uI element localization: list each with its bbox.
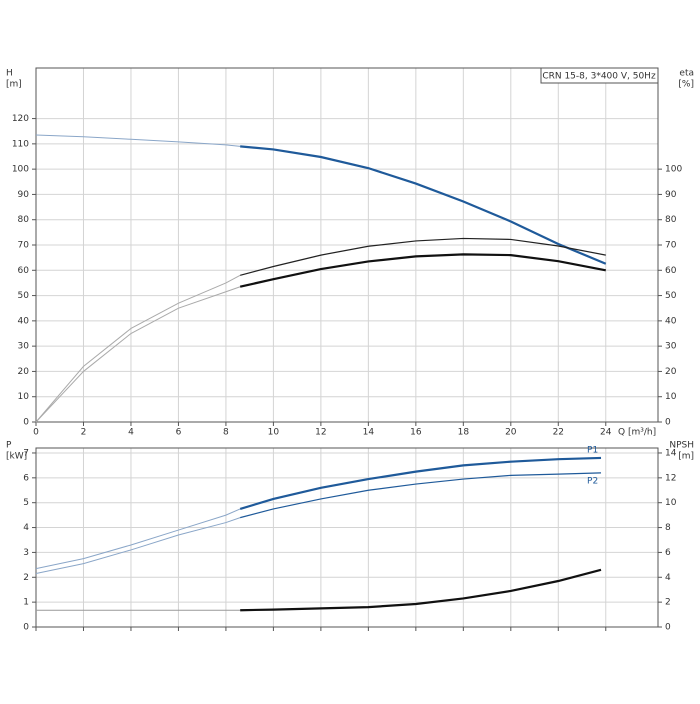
y-tick-label: 40 (18, 316, 30, 326)
y-tick-label: 7 (23, 448, 29, 458)
curve (239, 456, 602, 510)
y-tick-label: 4 (23, 523, 29, 533)
y2-axis-label: eta (679, 69, 694, 79)
y-tick-label: 50 (18, 291, 30, 301)
y-tick-label: 0 (23, 418, 29, 428)
y-axis-label: P (6, 441, 12, 451)
x-tick-label: 8 (223, 428, 229, 438)
x-tick-label: 20 (505, 428, 517, 438)
curve (35, 286, 241, 423)
x-tick-label: 12 (315, 428, 326, 438)
y-tick-label: 60 (18, 266, 30, 276)
y2-tick-label: 10 (665, 392, 677, 402)
curve (240, 568, 602, 612)
y-axis-label: [kW] (6, 452, 27, 462)
y2-axis-label: [m] (678, 452, 694, 462)
y2-tick-label: 40 (665, 316, 677, 326)
series-label: P1 (587, 445, 598, 455)
y-tick-label: 20 (18, 367, 30, 377)
y-tick-label: 100 (12, 165, 29, 175)
y-tick-label: 30 (18, 342, 30, 352)
legend-box (540, 67, 659, 84)
y-tick-label: 70 (18, 241, 30, 251)
curve (35, 274, 241, 423)
plot-frame (35, 447, 659, 628)
y2-tick-label: 60 (665, 266, 677, 276)
x-tick-label: 16 (410, 428, 422, 438)
x-tick-label: 18 (458, 428, 470, 438)
x-axis-label: Q [m³/h] (618, 428, 656, 438)
y-tick-label: 10 (18, 392, 30, 402)
series-label: P2 (587, 476, 598, 486)
curve (240, 472, 602, 519)
curve (239, 253, 606, 288)
curve (35, 134, 241, 147)
y2-tick-label: 70 (665, 241, 677, 251)
y2-tick-label: 20 (665, 367, 677, 377)
y2-tick-label: 4 (665, 573, 671, 583)
x-tick-label: 10 (268, 428, 280, 438)
x-tick-label: 6 (176, 428, 182, 438)
y-axis-label: H (6, 69, 13, 79)
x-tick-label: 4 (128, 428, 134, 438)
y-tick-label: 110 (12, 139, 29, 149)
y2-tick-label: 50 (665, 291, 677, 301)
legend-title: CRN 15-8, 3*400 V, 50Hz (542, 72, 656, 82)
y2-tick-label: 2 (665, 598, 671, 608)
y2-axis-label: [%] (678, 80, 694, 90)
y2-tick-label: 100 (665, 165, 682, 175)
curve (35, 517, 241, 575)
y-tick-label: 3 (23, 548, 29, 558)
y2-tick-label: 0 (665, 623, 671, 633)
y-tick-label: 5 (23, 498, 29, 508)
y-tick-label: 1 (23, 598, 29, 608)
x-tick-label: 24 (600, 428, 612, 438)
y2-axis-label: NPSH (669, 441, 694, 451)
curve (240, 145, 607, 265)
y2-tick-label: 90 (665, 190, 677, 200)
y-tick-label: 80 (18, 215, 30, 225)
y2-tick-label: 12 (665, 473, 676, 483)
y-tick-label: 6 (23, 473, 29, 483)
y-tick-label: 0 (23, 623, 29, 633)
x-tick-label: 2 (81, 428, 87, 438)
y2-tick-label: 6 (665, 548, 671, 558)
y2-tick-label: 30 (665, 342, 677, 352)
plot-frame (35, 67, 659, 423)
y-axis-label: [m] (6, 80, 22, 90)
x-tick-label: 22 (553, 428, 564, 438)
curve (240, 237, 606, 276)
y2-tick-label: 80 (665, 215, 677, 225)
y2-tick-label: 14 (665, 448, 677, 458)
y2-tick-label: 0 (665, 418, 671, 428)
x-tick-label: 14 (363, 428, 375, 438)
x-tick-label: 0 (33, 428, 39, 438)
y2-tick-label: 10 (665, 498, 677, 508)
y-tick-label: 90 (18, 190, 30, 200)
curve (35, 508, 241, 570)
y-tick-label: 120 (12, 114, 29, 124)
y2-tick-label: 8 (665, 523, 671, 533)
y-tick-label: 2 (23, 573, 29, 583)
